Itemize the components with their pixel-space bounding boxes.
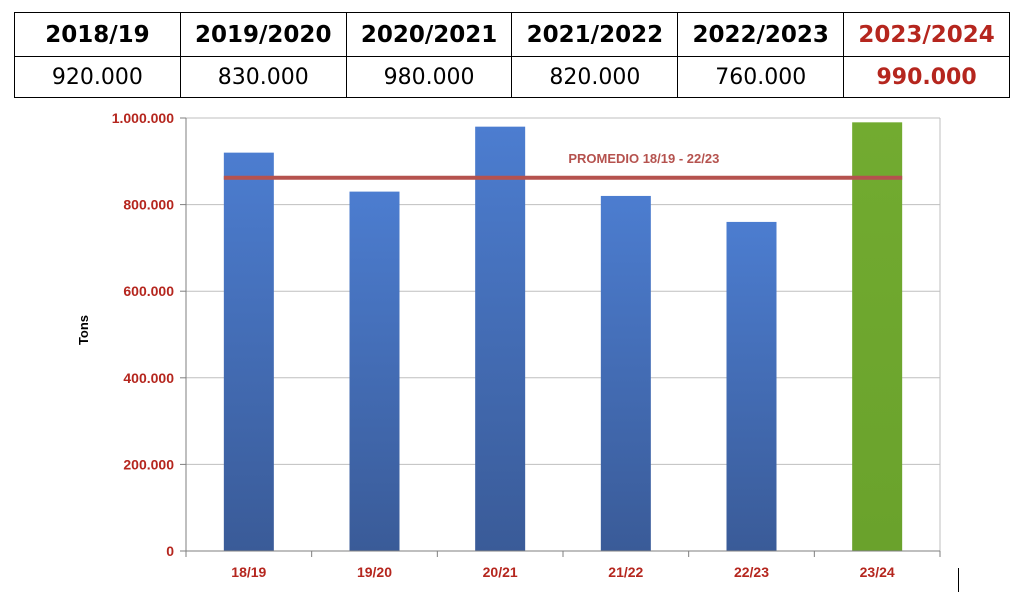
bar-18-19 (223, 152, 274, 551)
bar-19-20 (349, 191, 400, 552)
bar-layer (223, 122, 903, 552)
x-tick-label: 18/19 (231, 564, 266, 580)
y-tick-label: 800.000 (123, 197, 174, 213)
average-line-label: PROMEDIO 18/19 - 22/23 (568, 151, 719, 166)
bar-23-24 (852, 122, 903, 551)
bar-20-21 (475, 126, 526, 551)
axis-layer: 0 200.000 400.000 600.000 800.000 1.000.000 18… (112, 110, 941, 580)
grid-layer (186, 117, 941, 552)
y-axis-label: Tons (76, 315, 91, 345)
table-value-cell: 820.000 (511, 56, 679, 98)
table-value-row: 920.000 830.000 980.000 820.000 760.000 … (14, 56, 1010, 98)
table-header-cell: 2020/2021 (345, 12, 513, 57)
table-value-cell-highlight: 990.000 (843, 56, 1010, 98)
average-layer: PROMEDIO 18/19 - 22/23 (223, 151, 903, 180)
table-value-cell: 920.000 (14, 56, 181, 98)
y-tick-label: 600.000 (123, 283, 174, 299)
y-tick-label: 400.000 (123, 370, 174, 386)
y-tick-label: 1.000.000 (112, 110, 174, 126)
table-value-cell: 980.000 (345, 56, 513, 98)
table-header-cell: 2018/19 (14, 12, 181, 57)
bar-21-22 (600, 195, 651, 551)
x-tick-label: 23/24 (860, 564, 895, 580)
x-tick-label: 21/22 (608, 564, 643, 580)
table-header-cell: 2019/2020 (179, 12, 347, 57)
table-value-cell: 830.000 (179, 56, 347, 98)
table-header-cell-highlight: 2023/2024 (843, 12, 1010, 57)
table-value-cell: 760.000 (677, 56, 845, 98)
x-tick-label: 19/20 (357, 564, 392, 580)
y-tick-label: 200.000 (123, 456, 174, 472)
production-table: 2018/19 2019/2020 2020/2021 2021/2022 20… (14, 12, 1010, 98)
bar-22-23 (726, 221, 777, 552)
text-cursor (958, 568, 959, 592)
x-tick-label: 20/21 (483, 564, 518, 580)
y-tick-label: 0 (166, 543, 174, 559)
x-tick-label: 22/23 (734, 564, 769, 580)
